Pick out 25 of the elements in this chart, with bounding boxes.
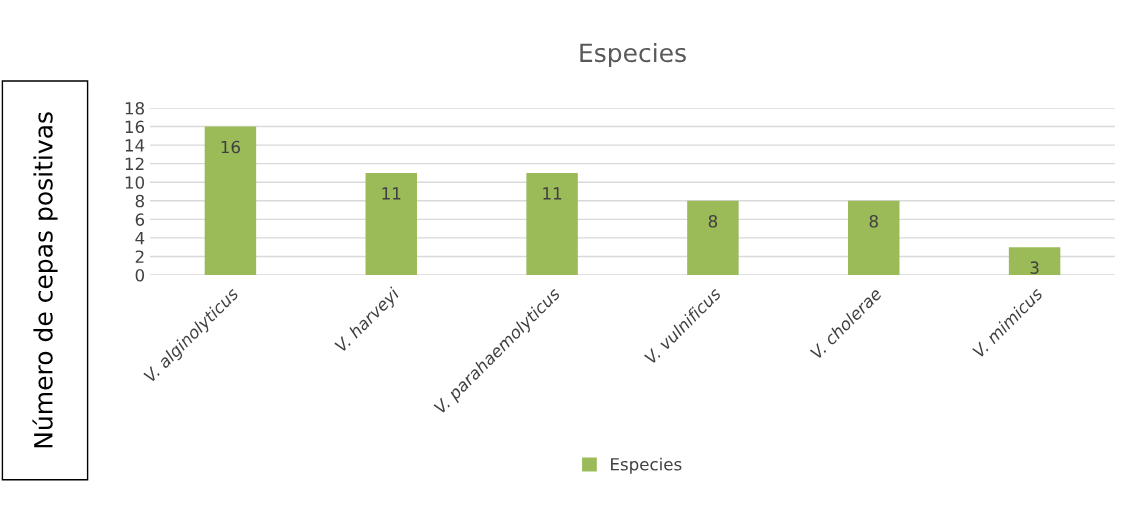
bar — [1008, 247, 1061, 275]
y-tick-label: 16 — [125, 120, 145, 134]
y-tick-label: 0 — [135, 268, 145, 282]
legend-label: Especies — [611, 457, 682, 474]
data-label: 8 — [869, 214, 878, 228]
bar — [365, 172, 417, 275]
data-label: 11 — [382, 187, 401, 200]
data-label: 3 — [1030, 261, 1039, 274]
y-tick-label: 8 — [135, 194, 144, 208]
y-tick-label: 2 — [135, 250, 144, 263]
bar — [848, 200, 900, 275]
data-label: 11 — [543, 187, 562, 200]
chart-title: Especies — [580, 42, 686, 68]
data-label: 8 — [708, 214, 718, 228]
y-tick-label: 14 — [125, 139, 145, 152]
y-tick-label: 6 — [135, 213, 145, 226]
bar — [687, 200, 739, 275]
bar — [526, 172, 578, 275]
bar — [204, 126, 257, 275]
y-tick-label: 12 — [125, 157, 144, 170]
y-tick-label: 4 — [135, 232, 145, 245]
y-tick-label: 18 — [125, 101, 144, 115]
y-axis-title: Número de cepas positivas — [32, 112, 58, 448]
y-tick-label: 10 — [125, 176, 145, 189]
data-label: 16 — [221, 140, 240, 154]
